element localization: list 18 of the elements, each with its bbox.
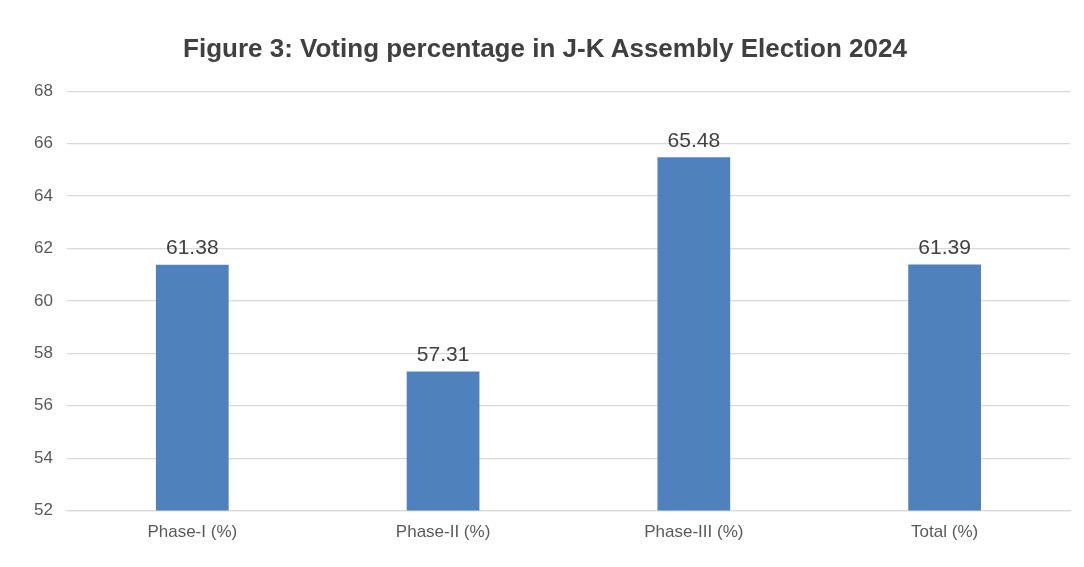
data-label: 57.31 — [416, 341, 470, 365]
chart-title: Figure 3: Voting percentage in J-K Assembly Election 2024 — [183, 32, 908, 63]
y-tick-label: 58 — [33, 343, 53, 363]
y-tick-label: 52 — [33, 500, 53, 520]
x-tick-label: Phase-III (%) — [644, 522, 744, 542]
y-tick-label: 66 — [33, 133, 53, 153]
y-tick-label: 68 — [33, 80, 53, 100]
y-tick-label: 54 — [33, 447, 53, 467]
x-tick-label: Total (%) — [911, 522, 979, 542]
data-label: 61.39 — [918, 234, 971, 258]
x-tick-label: Phase-I (%) — [147, 522, 238, 542]
y-tick-label: 60 — [33, 290, 53, 310]
data-label: 65.48 — [667, 127, 721, 151]
y-tick-label: 64 — [33, 185, 53, 205]
y-tick-label: 56 — [33, 395, 53, 415]
x-tick-label: Phase-II (%) — [395, 522, 491, 542]
data-label: 61.38 — [166, 235, 219, 259]
y-tick-label: 62 — [33, 238, 53, 258]
